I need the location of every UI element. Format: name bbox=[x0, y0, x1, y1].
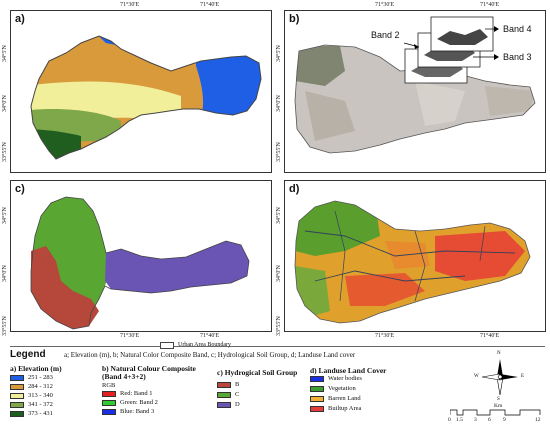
elev-swatch-4 bbox=[10, 402, 24, 408]
lulc-item-builtup: Builtup Area bbox=[328, 405, 362, 412]
ncc-item-blue: Blue: Band 3 bbox=[120, 408, 155, 415]
panel-c-label: c) bbox=[15, 183, 25, 195]
panel-b-label: b) bbox=[289, 13, 300, 25]
scale-bar bbox=[450, 409, 541, 416]
scale-tick-5: 12 bbox=[535, 417, 541, 423]
panel-lulc: d) bbox=[284, 180, 546, 332]
legend: Legend Urban Area Boundary a; Elevation … bbox=[10, 342, 545, 426]
lat-top-r3: 33°55'N bbox=[276, 142, 282, 162]
soil-map bbox=[30, 196, 250, 330]
coord-bottom-b2: 71°40'E bbox=[480, 333, 500, 339]
ncc-item-red: Red: Band 1 bbox=[120, 390, 153, 397]
scale-unit: Km bbox=[494, 403, 503, 409]
lat-top-2: 34°0'N bbox=[2, 95, 8, 112]
lat-bot-1: 34°5'N bbox=[2, 207, 8, 224]
compass-e: E bbox=[521, 374, 525, 379]
ncc-legend-title: b) Natural Colour Composite bbox=[102, 364, 196, 373]
soil-swatch-c bbox=[217, 392, 231, 398]
soil-item-c: C bbox=[235, 391, 240, 398]
lulc-swatch-builtup bbox=[310, 406, 324, 412]
coord-top-a1: 71°30'E bbox=[120, 2, 140, 8]
ncc-map bbox=[294, 16, 536, 154]
lulc-swatch-barren bbox=[310, 396, 324, 402]
lulc-swatch-water bbox=[310, 376, 324, 382]
lulc-legend-title: d) Landuse Land Cover bbox=[310, 366, 387, 375]
band3-label: Band 3 bbox=[503, 52, 532, 62]
panel-ncc: b) Band 2 Band 4 Band 3 bbox=[284, 10, 546, 173]
compass-s: S bbox=[497, 397, 500, 402]
lat-bot-2: 34°0'N bbox=[2, 265, 8, 282]
ncc-swatch-blue bbox=[102, 409, 116, 415]
elevation-legend-title: a) Elevation (m) bbox=[10, 364, 62, 373]
lulc-map bbox=[294, 200, 531, 324]
elev-swatch-2 bbox=[10, 384, 24, 390]
scale-tick-4: 9 bbox=[503, 417, 506, 423]
elev-item-4: 341 - 372 bbox=[28, 401, 53, 408]
lulc-item-barren: Barren Land bbox=[328, 395, 361, 402]
soil-swatch-d bbox=[217, 402, 231, 408]
ncc-swatch-red bbox=[102, 391, 116, 397]
boundary-label: Urban Area Boundary bbox=[178, 342, 231, 348]
lat-top-1: 34°5'N bbox=[2, 45, 8, 62]
lulc-item-water: Water bodies bbox=[328, 375, 362, 382]
elev-item-5: 373 - 431 bbox=[28, 410, 53, 417]
scale-tick-2: 3 bbox=[474, 417, 477, 423]
compass-w: W bbox=[474, 374, 479, 379]
elev-item-1: 251 - 283 bbox=[28, 374, 53, 381]
lat-top-3: 33°55'N bbox=[2, 142, 8, 162]
panel-a-label: a) bbox=[15, 13, 25, 25]
lat-bot-r2: 34°0'N bbox=[276, 265, 282, 282]
panel-elevation: a) bbox=[10, 10, 272, 173]
ncc-item-green: Green: Band 2 bbox=[120, 399, 158, 406]
boundary-swatch bbox=[160, 342, 174, 349]
elevation-map bbox=[30, 35, 262, 160]
band4-label: Band 4 bbox=[503, 24, 532, 34]
lulc-swatch-veg bbox=[310, 386, 324, 392]
compass-n: N bbox=[497, 351, 501, 356]
soil-swatch-b bbox=[217, 382, 231, 388]
lulc-item-veg: Vegetation bbox=[328, 385, 356, 392]
ncc-rgb-label: RGB bbox=[102, 382, 116, 389]
lat-top-r1: 34°5'N bbox=[276, 45, 282, 62]
legend-description: a; Elevation (m), b; Natural Color Compo… bbox=[64, 351, 356, 359]
panel-d-label: d) bbox=[289, 183, 300, 195]
north-arrow-icon bbox=[481, 359, 518, 396]
panel-soil: c) bbox=[10, 180, 272, 332]
scale-tick-0: 0 bbox=[448, 417, 451, 423]
ncc-swatch-green bbox=[102, 400, 116, 406]
elev-swatch-1 bbox=[10, 375, 24, 381]
elev-swatch-5 bbox=[10, 411, 24, 417]
coord-bottom-a1: 71°30'E bbox=[120, 333, 140, 339]
coord-top-b2: 71°40'E bbox=[480, 2, 500, 8]
ncc-legend-subtitle: (Band 4+3+2) bbox=[102, 372, 146, 381]
soil-item-d: D bbox=[235, 401, 240, 408]
elev-item-3: 313 - 340 bbox=[28, 392, 53, 399]
coord-bottom-a2: 71°40'E bbox=[200, 333, 220, 339]
elev-swatch-3 bbox=[10, 393, 24, 399]
coord-top-a2: 71°40'E bbox=[200, 2, 220, 8]
scale-tick-3: 6 bbox=[488, 417, 491, 423]
lat-top-r2: 34°0'N bbox=[276, 95, 282, 112]
legend-title: Legend bbox=[10, 349, 46, 360]
band2-label: Band 2 bbox=[371, 30, 400, 40]
lat-bot-3: 33°55'N bbox=[2, 316, 8, 336]
lat-bot-r1: 34°5'N bbox=[276, 207, 282, 224]
soil-item-b: B bbox=[235, 381, 240, 388]
scale-tick-1: 1.5 bbox=[456, 417, 463, 423]
soil-legend-title: c) Hydrogical Soil Group bbox=[217, 368, 298, 377]
coord-bottom-b1: 71°30'E bbox=[375, 333, 395, 339]
lat-bot-r3: 33°55'N bbox=[276, 316, 282, 336]
coord-top-b1: 71°30'E bbox=[375, 2, 395, 8]
elev-item-2: 284 - 312 bbox=[28, 383, 53, 390]
